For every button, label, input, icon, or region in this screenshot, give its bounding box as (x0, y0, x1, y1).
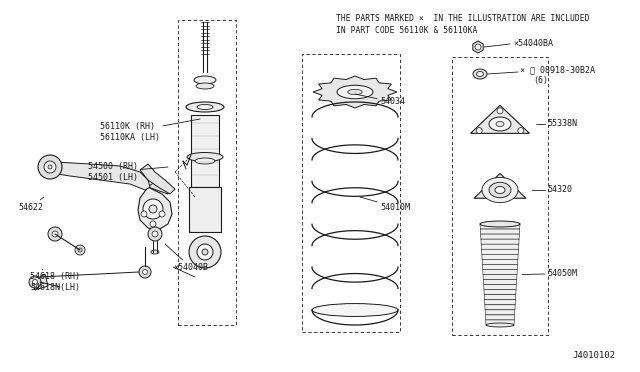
Circle shape (139, 266, 151, 278)
Polygon shape (485, 305, 515, 310)
Ellipse shape (473, 69, 487, 79)
Polygon shape (483, 275, 517, 279)
Polygon shape (148, 180, 170, 194)
Polygon shape (484, 300, 515, 305)
Circle shape (141, 211, 147, 217)
Circle shape (33, 279, 38, 285)
Text: ×54040B: ×54040B (165, 244, 208, 272)
Ellipse shape (194, 76, 216, 84)
Circle shape (197, 244, 213, 260)
Circle shape (48, 227, 62, 241)
Ellipse shape (197, 105, 213, 109)
Circle shape (148, 227, 162, 241)
Polygon shape (481, 249, 518, 254)
Circle shape (78, 248, 82, 252)
Polygon shape (138, 187, 172, 230)
Polygon shape (482, 254, 518, 259)
Circle shape (52, 231, 58, 237)
Polygon shape (474, 173, 526, 198)
Ellipse shape (312, 304, 398, 317)
Text: 54034: 54034 (355, 94, 405, 106)
Ellipse shape (337, 85, 373, 99)
Polygon shape (32, 274, 48, 290)
Polygon shape (481, 239, 519, 244)
Polygon shape (484, 295, 516, 300)
Ellipse shape (489, 117, 511, 131)
Ellipse shape (495, 186, 505, 193)
Text: 54010M: 54010M (360, 197, 410, 212)
Text: 54320: 54320 (547, 186, 572, 195)
Polygon shape (189, 187, 221, 232)
Circle shape (475, 44, 481, 50)
Text: 54618 (RH)
54618N(LH): 54618 (RH) 54618N(LH) (30, 269, 80, 292)
Ellipse shape (348, 89, 362, 95)
Circle shape (497, 108, 503, 114)
Bar (452, 57, 548, 335)
Circle shape (143, 199, 163, 219)
Circle shape (518, 128, 524, 134)
Text: THE PARTS MARKED ×  IN THE ILLUSTRATION ARE INCLUDED
IN PART CODE 56110K & 56110: THE PARTS MARKED × IN THE ILLUSTRATION A… (336, 14, 589, 35)
Polygon shape (483, 279, 516, 285)
Ellipse shape (496, 122, 504, 126)
Circle shape (150, 221, 156, 227)
Ellipse shape (486, 323, 514, 327)
Circle shape (189, 236, 221, 268)
Text: J4010102: J4010102 (572, 351, 615, 360)
Circle shape (143, 269, 147, 275)
Polygon shape (481, 244, 519, 249)
Text: 54622: 54622 (18, 197, 44, 212)
Polygon shape (482, 259, 518, 264)
Polygon shape (485, 315, 515, 320)
Bar (178, 20, 236, 325)
Circle shape (48, 165, 52, 169)
Ellipse shape (151, 250, 159, 254)
Text: 56110K (RH)
56110KA (LH): 56110K (RH) 56110KA (LH) (100, 119, 200, 142)
Circle shape (202, 249, 208, 255)
Ellipse shape (480, 221, 520, 227)
Polygon shape (484, 290, 516, 295)
Ellipse shape (482, 177, 518, 203)
Ellipse shape (187, 153, 223, 161)
Polygon shape (313, 76, 397, 108)
Bar (302, 54, 400, 332)
Polygon shape (191, 115, 219, 187)
Ellipse shape (489, 182, 511, 198)
Ellipse shape (195, 158, 215, 164)
Polygon shape (485, 310, 515, 315)
Text: × Ⓝ 08918-30B2A: × Ⓝ 08918-30B2A (520, 65, 595, 74)
Circle shape (38, 155, 62, 179)
Polygon shape (486, 320, 515, 325)
Polygon shape (484, 285, 516, 290)
Text: 54500 (RH)
54501 (LH): 54500 (RH) 54501 (LH) (88, 162, 168, 182)
Circle shape (152, 231, 158, 237)
Text: 55338N: 55338N (547, 119, 577, 128)
Circle shape (44, 161, 56, 173)
Circle shape (159, 211, 165, 217)
Text: 54050M: 54050M (547, 269, 577, 279)
Polygon shape (45, 162, 150, 190)
Polygon shape (470, 105, 529, 133)
Circle shape (149, 205, 157, 213)
Polygon shape (473, 41, 483, 53)
Polygon shape (483, 269, 517, 275)
Ellipse shape (196, 83, 214, 89)
Circle shape (29, 276, 41, 288)
Ellipse shape (186, 102, 224, 112)
Polygon shape (481, 234, 520, 239)
Polygon shape (140, 164, 175, 194)
Circle shape (75, 245, 85, 255)
Polygon shape (480, 229, 520, 234)
Polygon shape (480, 224, 520, 229)
Circle shape (476, 128, 482, 134)
Ellipse shape (477, 71, 483, 77)
Text: ×54040BA: ×54040BA (513, 39, 553, 48)
Text: (6): (6) (533, 76, 548, 84)
Polygon shape (483, 264, 518, 269)
